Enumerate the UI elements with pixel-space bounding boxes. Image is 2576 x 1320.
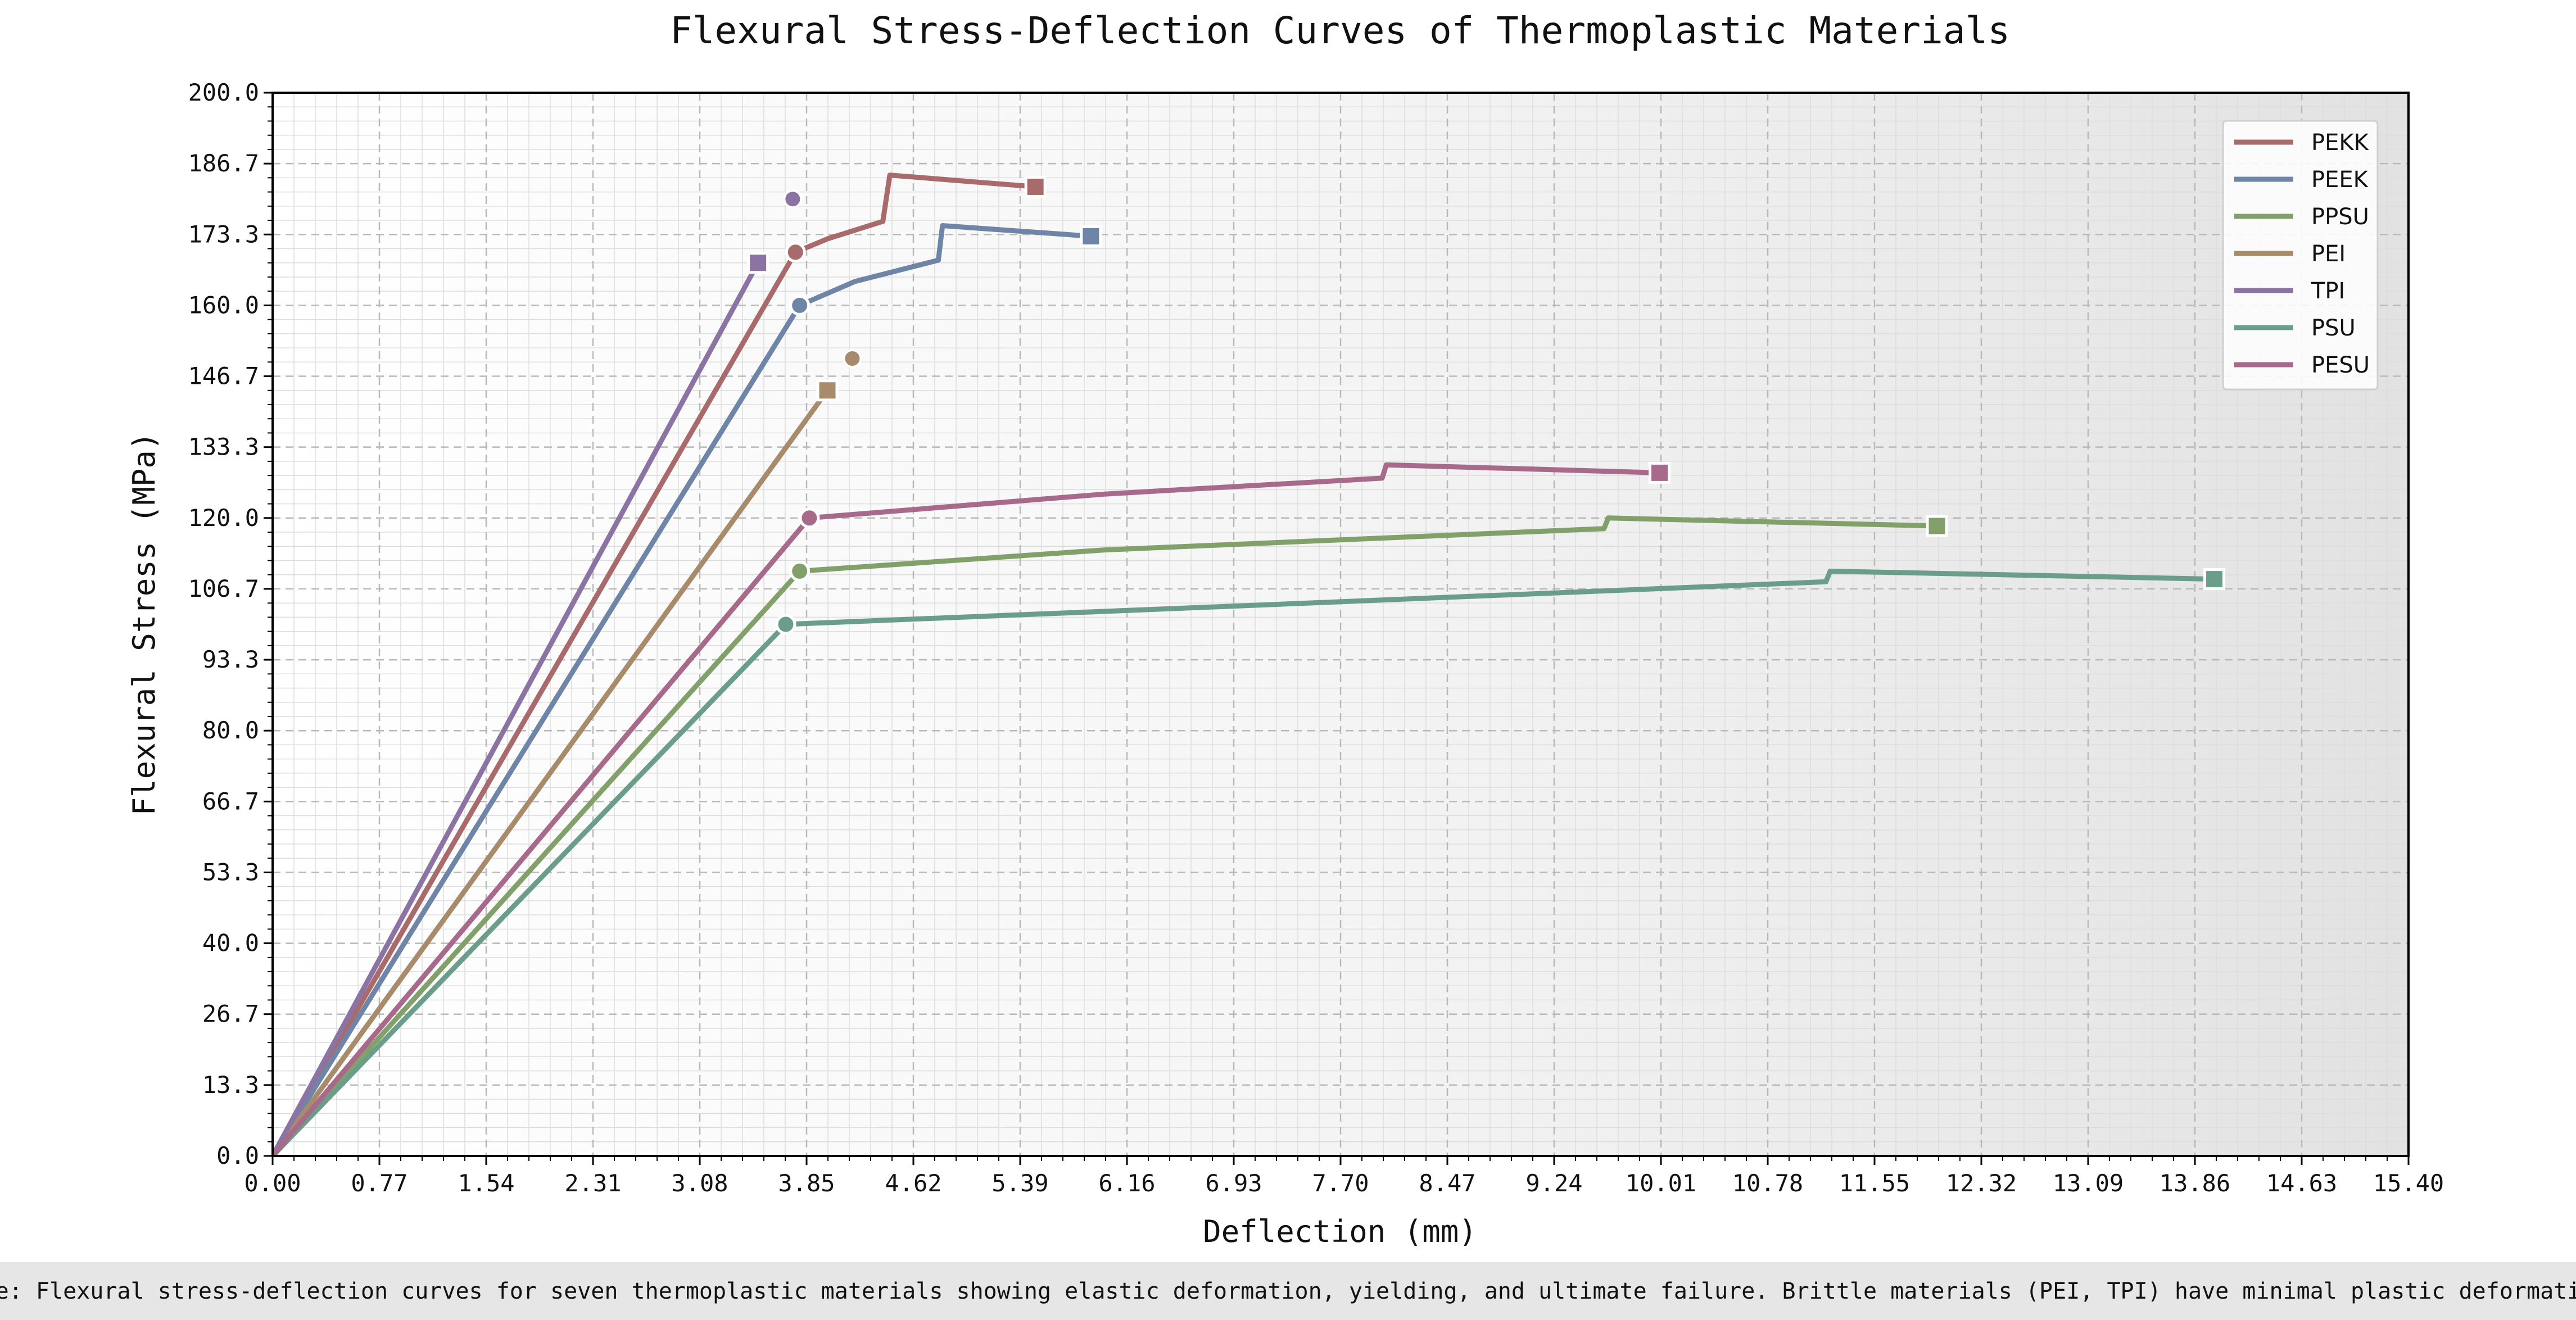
x-tick-label: 10.01 <box>1626 1169 1696 1197</box>
y-tick-label: 53.3 <box>202 858 259 886</box>
series-line-pesu <box>273 462 1662 1156</box>
x-tick-label: 3.85 <box>778 1169 835 1197</box>
legend-label-pesu: PESU <box>2311 352 2370 378</box>
series-line-peek <box>273 223 1094 1156</box>
y-tick-label: 133.3 <box>188 433 259 461</box>
failure-marker-pei <box>816 379 839 402</box>
x-tick-label: 7.70 <box>1312 1169 1369 1197</box>
extra-marker-tpi <box>783 189 803 209</box>
x-tick-label: 6.16 <box>1098 1169 1155 1197</box>
y-tick-label: 66.7 <box>202 787 259 815</box>
x-tick-label: 6.93 <box>1205 1169 1262 1197</box>
failure-marker-ppsu <box>1926 515 1948 537</box>
major-grid <box>273 93 2409 1156</box>
failure-marker-pesu <box>1649 461 1671 484</box>
series-line-pei <box>273 388 830 1156</box>
y-tick-label: 13.3 <box>202 1071 259 1099</box>
failure-marker-pekk <box>1024 175 1047 198</box>
chart-title: Flexural Stress-Deflection Curves of The… <box>670 9 2010 52</box>
legend-label-psu: PSU <box>2311 315 2356 341</box>
y-tick-label: 120.0 <box>188 504 259 532</box>
x-tick-labels: 0.00 0.77 1.54 2.31 3.08 3.85 4.62 5.39 6.16 6.93… <box>244 1169 2444 1197</box>
y-tick-label: 106.7 <box>188 575 259 602</box>
extra-marker-pei <box>843 349 862 368</box>
failure-marker-psu <box>2203 568 2226 591</box>
x-tick-label: 1.54 <box>458 1169 514 1197</box>
y-tick-label: 93.3 <box>202 646 259 673</box>
x-axis-label: Deflection (mm) <box>1203 1214 1477 1249</box>
failure-marker-peek <box>1080 225 1102 247</box>
y-tick-label: 160.0 <box>188 291 259 319</box>
yield-marker-pekk <box>785 242 806 263</box>
x-tick-label: 14.63 <box>2266 1169 2337 1197</box>
plot-frame <box>271 92 2410 1157</box>
yield-marker-ppsu <box>789 560 811 582</box>
y-tick-label: 26.7 <box>202 1000 259 1028</box>
y-tick-labels: 0.0 13.3 26.7 40.0 53.3 66.7 80.0 93.3 106.7 120.… <box>188 79 259 1169</box>
x-tick-label: 13.86 <box>2160 1169 2230 1197</box>
legend-box <box>2222 120 2379 391</box>
failure-marker-tpi <box>747 252 769 274</box>
y-tick-label: 173.3 <box>188 220 259 248</box>
footnote: Note: Flexural stress-deflection curves … <box>0 1262 2576 1320</box>
series-line-pekk <box>273 173 1038 1156</box>
x-tick-label: 0.77 <box>351 1169 408 1197</box>
legend-label-pekk: PEKK <box>2311 130 2370 156</box>
y-tick-label: 186.7 <box>188 149 259 177</box>
series-line-psu <box>273 568 2217 1156</box>
y-tick-label: 80.0 <box>202 716 259 744</box>
x-tick-label: 8.47 <box>1419 1169 1475 1197</box>
x-tick-label: 2.31 <box>564 1169 621 1197</box>
x-tick-label: 4.62 <box>885 1169 941 1197</box>
x-tick-label: 0.00 <box>244 1169 301 1197</box>
x-tick-label: 3.08 <box>671 1169 728 1197</box>
y-tick-label: 200.0 <box>188 79 259 106</box>
x-tick-label: 12.32 <box>1946 1169 2017 1197</box>
x-tick-label: 13.09 <box>2053 1169 2124 1197</box>
yield-marker-psu <box>775 614 796 635</box>
x-tick-label: 9.24 <box>1525 1169 1582 1197</box>
series-line-ppsu <box>273 515 1940 1156</box>
series-layer <box>273 173 2217 1156</box>
yield-marker-peek <box>789 294 811 316</box>
y-tick-label: 146.7 <box>188 362 259 390</box>
marker-layer <box>747 175 2226 635</box>
x-tick-label: 10.78 <box>1732 1169 1803 1197</box>
x-tick-label: 15.40 <box>2373 1169 2444 1197</box>
legend-label-ppsu: PPSU <box>2311 204 2369 230</box>
x-tick-label: 11.55 <box>1839 1169 1910 1197</box>
legend-label-tpi: TPI <box>2311 278 2345 304</box>
y-tick-label: 0.0 <box>216 1142 259 1169</box>
legend: PEKK PEEK PPSU PEI TPI PSU PESU <box>2222 120 2379 391</box>
x-tick-label: 5.39 <box>992 1169 1048 1197</box>
y-axis-label: Flexural Stress (MPa) <box>126 432 162 816</box>
y-tick-label: 40.0 <box>202 929 259 957</box>
legend-label-peek: PEEK <box>2311 167 2369 193</box>
yield-marker-pesu <box>799 507 820 529</box>
legend-label-pei: PEI <box>2311 241 2346 267</box>
series-line-tpi <box>273 260 761 1156</box>
